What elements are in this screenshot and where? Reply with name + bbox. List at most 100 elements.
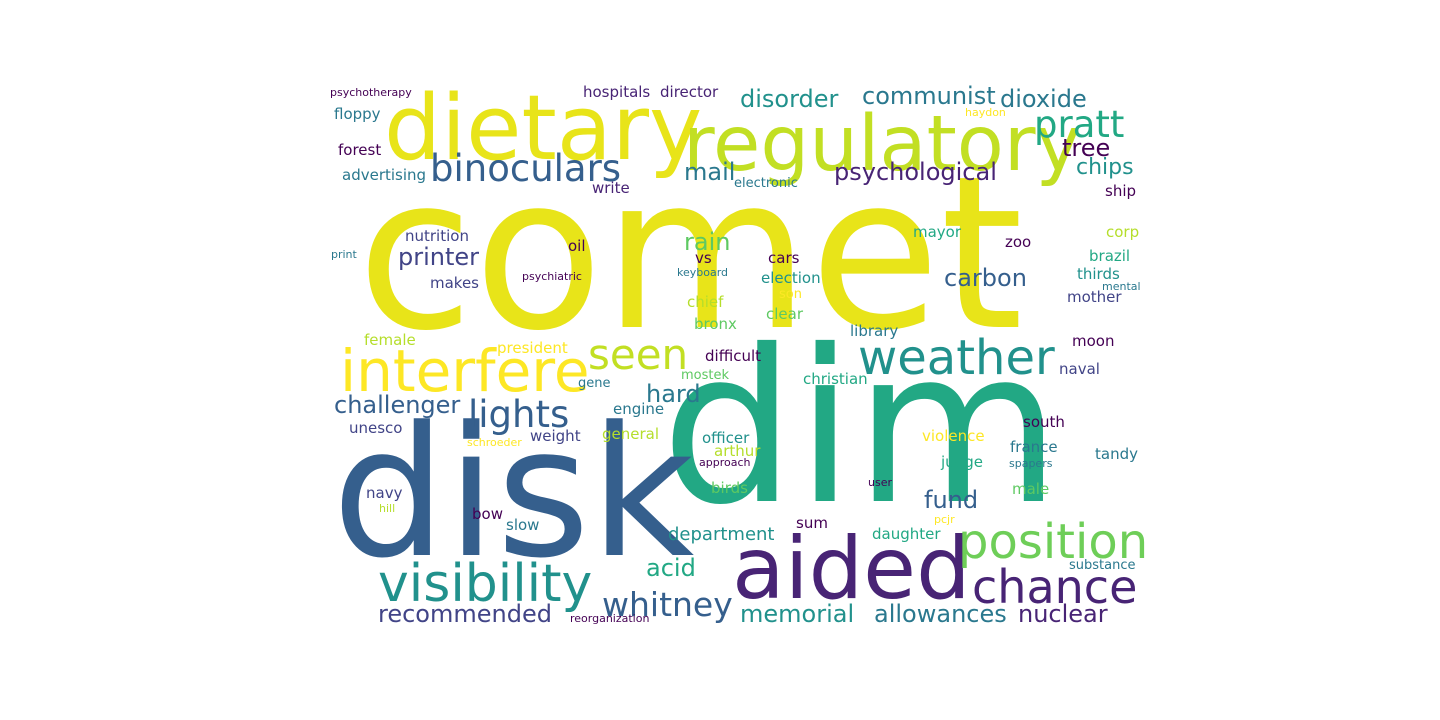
word-interfere: interfere xyxy=(340,337,590,405)
word-comet: comet xyxy=(357,130,1024,377)
word-brazil: brazil xyxy=(1089,247,1131,265)
word-gene: gene xyxy=(578,376,611,391)
word-sum: sum xyxy=(796,514,828,532)
word-allowances: allowances xyxy=(874,600,1007,628)
word-difficult: difficult xyxy=(705,347,761,365)
word-hospitals: hospitals xyxy=(583,83,651,101)
word-keyboard: keyboard xyxy=(677,266,729,279)
word-haydon: haydon xyxy=(965,106,1006,119)
word-clear: clear xyxy=(766,305,804,323)
word-daughter: daughter xyxy=(872,525,941,543)
word-library: library xyxy=(850,322,899,340)
word-pcjr: pcjr xyxy=(934,513,955,526)
word-reorganization: reorganization xyxy=(570,612,650,625)
word-son: son xyxy=(779,287,802,302)
word-judge: judge xyxy=(941,453,983,471)
word-bow: bow xyxy=(472,505,503,523)
word-acid: acid xyxy=(646,554,696,582)
word-carbon: carbon xyxy=(944,264,1027,292)
word-nutrition: nutrition xyxy=(405,227,469,245)
word-approach: approach xyxy=(699,456,751,469)
word-user: user xyxy=(868,476,892,489)
word-tandy: tandy xyxy=(1095,445,1138,463)
word-memorial: memorial xyxy=(740,600,855,628)
word-position: position xyxy=(958,514,1149,570)
word-aided: aided xyxy=(732,519,971,619)
word-ship: ship xyxy=(1105,182,1137,200)
word-makes: makes xyxy=(430,274,479,292)
word-violence: violence xyxy=(922,427,985,445)
word-chance: chance xyxy=(972,560,1138,614)
word-weather: weather xyxy=(858,330,1055,386)
word-spapers: spapers xyxy=(1009,457,1053,470)
word-thirds: thirds xyxy=(1077,265,1120,283)
word-hard: hard xyxy=(646,380,701,408)
word-regulatory: regulatory xyxy=(683,100,1082,189)
word-chips: chips xyxy=(1076,155,1134,180)
word-binoculars: binoculars xyxy=(430,147,622,190)
word-nuclear: nuclear xyxy=(1018,600,1108,628)
word-dietary: dietary xyxy=(384,76,703,181)
word-slow: slow xyxy=(506,516,540,534)
word-naval: naval xyxy=(1059,360,1100,378)
word-general: general xyxy=(602,425,660,443)
word-challenger: challenger xyxy=(334,391,461,419)
word-chief: chief xyxy=(687,293,724,311)
word-substance: substance xyxy=(1069,558,1136,573)
word-zoo: zoo xyxy=(1005,233,1032,251)
word-mayor: mayor xyxy=(913,223,962,241)
word-south: south xyxy=(1023,413,1065,431)
word-officer: officer xyxy=(702,429,750,447)
word-department: department xyxy=(668,524,775,545)
word-mail: mail xyxy=(684,158,736,186)
word-vs: vs xyxy=(695,249,712,267)
word-birds: birds xyxy=(711,479,748,497)
word-visibility: visibility xyxy=(378,554,593,614)
word-moon: moon xyxy=(1072,332,1115,350)
word-fund: fund xyxy=(924,486,979,514)
word-mostek: mostek xyxy=(681,368,730,383)
word-tree: tree xyxy=(1062,134,1111,162)
word-print: print xyxy=(331,248,357,261)
word-psychotherapy: psychotherapy xyxy=(330,86,412,99)
word-election: election xyxy=(761,269,821,287)
word-oil: oil xyxy=(568,237,586,255)
word-rain: rain xyxy=(684,228,731,256)
word-psychiatric: psychiatric xyxy=(522,270,582,283)
word-mother: mother xyxy=(1067,288,1122,306)
word-female: female xyxy=(364,331,416,349)
word-mental: mental xyxy=(1102,280,1141,293)
word-cars: cars xyxy=(768,249,800,267)
word-unesco: unesco xyxy=(349,419,403,437)
word-director: director xyxy=(660,83,719,101)
word-navy: navy xyxy=(366,484,403,502)
word-corp: corp xyxy=(1106,223,1140,241)
word-schroeder: schroeder xyxy=(467,436,522,449)
word-disorder: disorder xyxy=(740,85,839,113)
word-floppy: floppy xyxy=(334,105,381,123)
word-france: france xyxy=(1010,438,1058,456)
word-dim: dim xyxy=(661,304,1061,551)
word-hill: hill xyxy=(379,502,396,515)
word-weight: weight xyxy=(530,427,581,445)
word-male: male xyxy=(1012,480,1050,498)
word-printer: printer xyxy=(398,243,480,271)
word-arthur: arthur xyxy=(714,442,761,460)
word-write: write xyxy=(592,179,630,197)
word-christian: christian xyxy=(803,370,868,388)
word-recommended: recommended xyxy=(378,600,552,628)
word-whitney: whitney xyxy=(602,585,733,624)
word-forest: forest xyxy=(338,141,382,159)
word-psychological: psychological xyxy=(834,158,997,186)
word-disk: disk xyxy=(332,389,695,598)
word-pratt: pratt xyxy=(1034,103,1125,146)
word-lights: lights xyxy=(468,393,570,436)
word-electronic: electronic xyxy=(734,176,798,191)
word-engine: engine xyxy=(613,400,665,418)
word-bronx: bronx xyxy=(694,315,737,333)
word-seen: seen xyxy=(588,330,689,379)
word-president: president xyxy=(497,339,568,357)
word-communist: communist xyxy=(862,82,996,110)
word-dioxide: dioxide xyxy=(1000,85,1087,113)
